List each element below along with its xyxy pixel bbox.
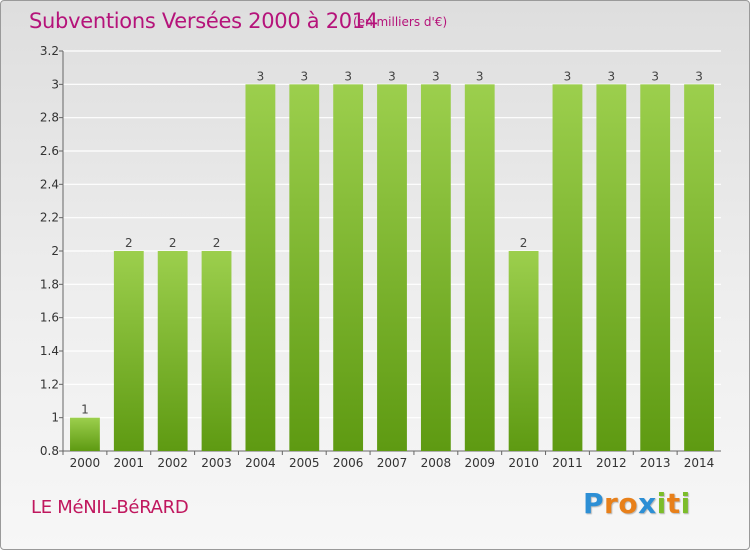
bar [464,84,495,451]
data-label: 3 [651,69,659,83]
y-tick-label: 1.4 [40,344,59,358]
x-tick-label: 2004 [245,456,276,470]
y-tick-label: 3.2 [40,44,59,58]
x-tick-label: 2008 [421,456,452,470]
x-tick-label: 2011 [552,456,583,470]
data-label: 3 [257,69,265,83]
y-tick-label: 2.2 [40,211,59,225]
labels: 0.8 1 1.2 1.4 1.6 1.8 2 2.2 2.4 2.6 2.8 3 3.2 2000 1 20… [40,44,714,470]
bar [640,84,671,451]
bar [113,251,144,451]
data-label: 2 [520,236,528,250]
bar [157,251,188,451]
data-label: 3 [564,69,572,83]
y-tick-label: 0.8 [40,444,59,458]
x-tick-label: 2000 [70,456,101,470]
bars [70,84,714,451]
proxiti-logo[interactable]: Proxiti [583,487,691,520]
x-tick-label: 2010 [508,456,539,470]
y-tick-label: 1 [51,411,59,425]
bar [333,84,364,451]
data-label: 3 [432,69,440,83]
logo-letter: i [656,487,667,520]
bar [508,251,539,451]
y-tick-label: 1.2 [40,377,59,391]
logo-letter: P [583,487,605,520]
bar [596,84,627,451]
x-tick-label: 2012 [596,456,627,470]
x-tick-label: 2001 [114,456,145,470]
chart-title: Subventions Versées 2000 à 2014 [29,9,378,33]
y-tick-label: 2.4 [40,177,59,191]
data-label: 2 [169,236,177,250]
chart-subtitle: (en milliers d'€) [353,15,448,29]
data-label: 2 [213,236,221,250]
bar [289,84,320,451]
x-tick-label: 2006 [333,456,364,470]
data-label: 3 [476,69,484,83]
bar [420,84,451,451]
x-tick-label: 2013 [640,456,671,470]
data-label: 3 [300,69,308,83]
data-label: 3 [695,69,703,83]
y-tick-label: 1.6 [40,311,59,325]
bar [245,84,276,451]
y-tick-label: 1.8 [40,277,59,291]
x-tick-label: 2005 [289,456,320,470]
y-tick-label: 2 [51,244,59,258]
y-tick-label: 2.8 [40,111,59,125]
y-tick-label: 3 [51,77,59,91]
logo-letter: o [618,487,639,520]
logo-letter: t [666,487,681,520]
x-tick-label: 2007 [377,456,408,470]
logo-letter: r [604,487,619,520]
x-tick-label: 2014 [684,456,715,470]
x-tick-label: 2003 [201,456,232,470]
bar [70,417,100,451]
y-tick-label: 2.6 [40,144,59,158]
logo-letter: i [680,487,691,520]
data-label: 2 [125,236,133,250]
x-tick-label: 2002 [157,456,188,470]
bar [201,251,232,451]
data-label: 3 [344,69,352,83]
data-label: 3 [608,69,616,83]
bar [552,84,583,451]
commune-name: LE MéNIL-BéRARD [31,497,189,518]
data-label: 3 [388,69,396,83]
bar [377,84,407,451]
bar [684,84,714,451]
x-tick-label: 2009 [464,456,495,470]
logo-letter: x [638,487,657,520]
data-label: 1 [81,403,89,417]
